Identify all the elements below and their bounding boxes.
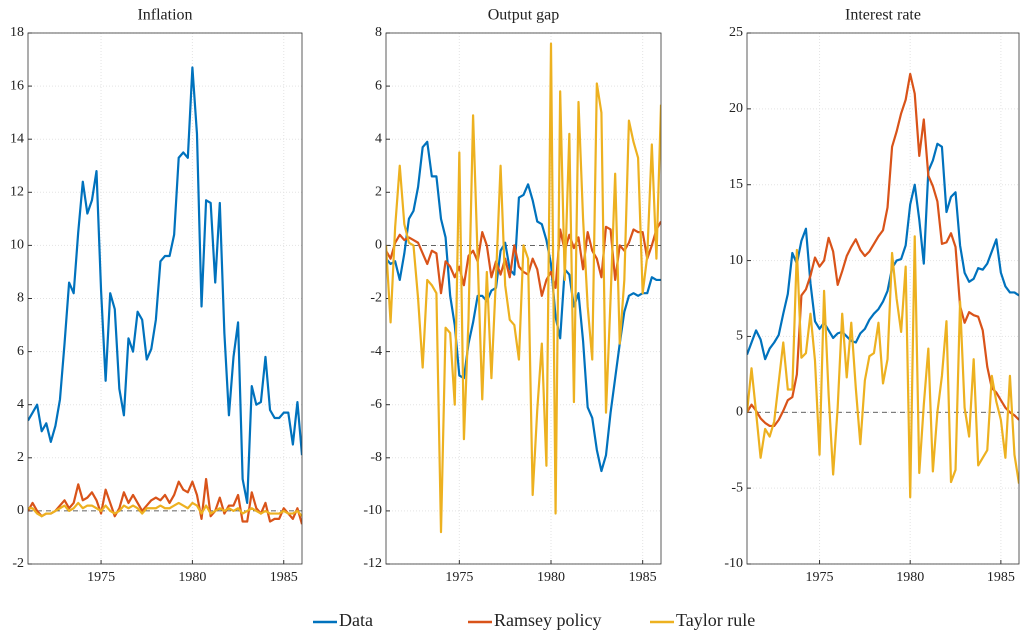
series-line: [28, 501, 302, 518]
y-tick-label: 16: [10, 78, 24, 93]
series-line: [28, 66, 302, 505]
y-tick-label: 5: [736, 329, 743, 344]
y-tick-label: 2: [375, 185, 382, 200]
y-tick-label: 0: [736, 405, 743, 420]
y-tick-label: 12: [10, 185, 24, 200]
y-tick-label: 6: [17, 344, 24, 359]
y-tick-label: 4: [17, 397, 24, 412]
series-line: [28, 477, 302, 525]
x-tick-label: 1975: [87, 570, 115, 585]
y-tick-label: 14: [10, 131, 24, 146]
y-tick-label: -8: [370, 450, 382, 465]
x-tick-label: 1975: [445, 570, 473, 585]
series-line: [747, 142, 1019, 361]
y-tick-label: 4: [375, 131, 382, 146]
y-tick-label: 8: [375, 25, 382, 40]
y-tick-label: 25: [729, 25, 743, 40]
y-tick-label: 20: [729, 101, 743, 116]
legend-label: Ramsey policy: [494, 610, 601, 630]
legend-label: Data: [339, 610, 373, 630]
chart-title: Output gap: [488, 7, 560, 24]
y-tick-label: -5: [731, 480, 743, 495]
y-tick-label: 0: [17, 503, 24, 518]
x-tick-label: 1985: [270, 570, 298, 585]
chart-title: Interest rate: [845, 7, 921, 24]
y-tick-label: -4: [370, 344, 382, 359]
x-tick-label: 1980: [537, 570, 565, 585]
x-tick-label: 1975: [806, 570, 834, 585]
series-line: [747, 235, 1019, 499]
series-line: [386, 140, 661, 473]
x-tick-label: 1980: [896, 570, 924, 585]
y-tick-label: 8: [17, 291, 24, 306]
y-tick-label: 10: [10, 238, 24, 253]
y-tick-label: 10: [729, 253, 743, 268]
series-line: [386, 42, 661, 534]
axes-box: [385, 32, 662, 565]
y-tick-label: -10: [724, 556, 743, 571]
y-tick-label: -12: [363, 556, 382, 571]
series-line: [747, 72, 1019, 428]
x-tick-label: 1980: [178, 570, 206, 585]
axes-box: [27, 32, 303, 565]
x-tick-label: 1985: [987, 570, 1015, 585]
x-tick-label: 1985: [629, 570, 657, 585]
y-tick-label: 6: [375, 78, 382, 93]
y-tick-label: -10: [363, 503, 382, 518]
chart-title: Inflation: [137, 7, 192, 24]
y-tick-label: 0: [375, 238, 382, 253]
legend-label: Taylor rule: [676, 610, 755, 630]
y-tick-label: 2: [17, 450, 24, 465]
y-tick-label: -2: [12, 556, 24, 571]
axes-box: [746, 32, 1020, 565]
y-tick-label: -2: [370, 291, 382, 306]
y-tick-label: 15: [729, 177, 743, 192]
y-tick-label: 18: [10, 25, 24, 40]
y-tick-label: -6: [370, 397, 382, 412]
